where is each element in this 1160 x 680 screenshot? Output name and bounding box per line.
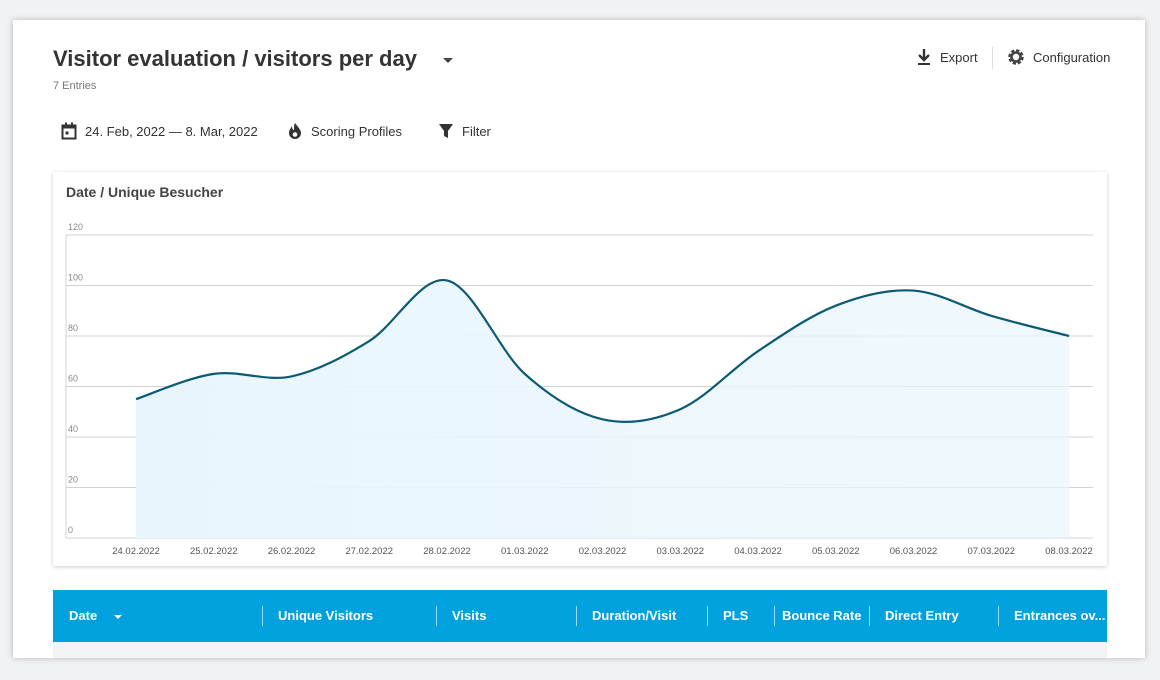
panel: Visitor evaluation / visitors per day 7 … [13,20,1145,658]
entries-count: 7 Entries [53,80,97,92]
configuration-button[interactable]: Configuration [1007,48,1110,66]
calendar-icon [61,122,77,140]
x-tick-label: 02.03.2022 [579,546,627,557]
sort-icon[interactable] [113,590,123,642]
column-header[interactable]: Unique Visitors [278,608,374,623]
x-tick-label: 01.03.2022 [501,546,549,557]
export-label: Export [940,49,978,65]
column-separator [576,606,577,626]
y-tick-label: 120 [68,222,83,232]
chart: 0 20 40 60 80 100 120 24.02.2022 25.02.2022 26.02… [65,222,1093,557]
title-text: Visitor evaluation / visitors per day [53,46,417,71]
y-tick-label: 0 [68,525,73,535]
x-tick-label: 27.02.2022 [345,546,393,557]
column-separator [436,606,437,626]
table-body [53,642,1107,658]
x-tick-label: 06.03.2022 [890,546,938,557]
export-button[interactable]: Export [916,48,978,66]
column-header[interactable]: Duration/Visit [592,608,677,623]
column-separator [998,606,999,626]
chart-title: Date / Unique Besucher [66,184,224,200]
column-header[interactable]: PLS [723,608,749,623]
x-tick-label: 05.03.2022 [812,546,860,557]
x-tick-label: 08.03.2022 [1045,546,1093,557]
x-tick-label: 28.02.2022 [423,546,471,557]
date-range-label: 24. Feb, 2022 — 8. Mar, 2022 [85,123,258,139]
date-range-button[interactable]: 24. Feb, 2022 — 8. Mar, 2022 [61,122,258,140]
y-tick-label: 20 [68,475,78,485]
scoring-profiles-button[interactable]: Scoring Profiles [287,122,402,140]
y-tick-label: 40 [68,424,78,434]
column-separator [262,606,263,626]
filter-label: Filter [462,123,491,139]
flame-icon [289,123,301,139]
x-tick-label: 24.02.2022 [112,546,160,557]
export-icon [918,49,930,65]
column-separator [869,606,870,626]
page-title: Visitor evaluation / visitors per day [53,46,455,72]
column-header[interactable]: Direct Entry [885,608,959,623]
column-header[interactable]: Visits [452,608,487,623]
y-tick-label: 100 [68,273,83,283]
area [136,280,1069,538]
gear-icon [1008,49,1024,65]
table-header: Date Unique Visitors Visits Duration/Visit P… [53,590,1107,642]
y-tick-label: 60 [68,374,78,384]
y-tick-label: 80 [68,323,78,333]
scoring-label: Scoring Profiles [311,123,403,139]
dropdown-icon[interactable] [441,53,455,67]
x-tick-label: 26.02.2022 [268,546,316,557]
x-tick-label: 04.03.2022 [734,546,782,557]
line [135,279,1070,423]
x-tick-label: 25.02.2022 [190,546,238,557]
filter-button[interactable]: Filter [438,122,491,140]
column-header[interactable]: Entrances ov... [1014,608,1106,623]
x-tick-label: 03.03.2022 [656,546,704,557]
column-header[interactable]: Bounce Rate [782,608,862,623]
configuration-label: Configuration [1033,49,1111,65]
column-separator [774,606,775,626]
column-separator [707,606,708,626]
x-tick-label: 07.03.2022 [967,546,1015,557]
divider [992,47,993,69]
chart-card: Date / Unique Besucher 0 20 40 60 80 100 120 24… [53,172,1107,566]
sort-arrow [114,614,122,619]
filter-icon [439,124,453,138]
column-header[interactable]: Date [69,608,98,623]
